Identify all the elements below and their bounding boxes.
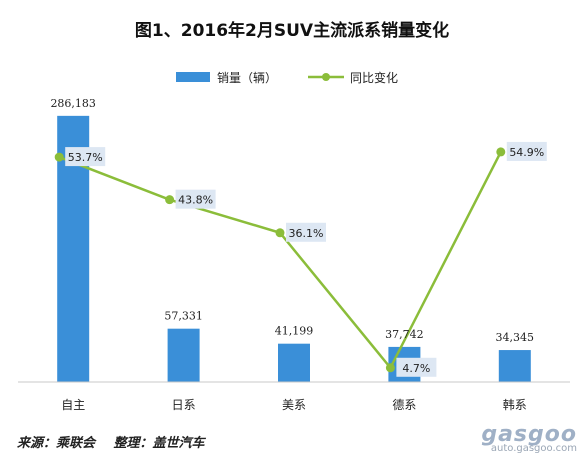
bar-4 bbox=[498, 350, 531, 382]
chart-title: 图1、2016年2月SUV主流派系销量变化 bbox=[135, 20, 449, 41]
line-point-3 bbox=[385, 363, 395, 373]
line-value-label-3: 4.7% bbox=[402, 362, 430, 375]
line-value-label-1: 43.8% bbox=[178, 194, 213, 207]
watermark-url: auto.gasgoo.com bbox=[490, 443, 577, 454]
line-label-box-0 bbox=[65, 147, 106, 167]
watermark: gasgoo auto.gasgoo.com bbox=[481, 422, 577, 454]
bar-value-label-2: 41,199 bbox=[275, 325, 314, 338]
bar-1 bbox=[167, 328, 200, 382]
x-tick-label-0: 自主 bbox=[61, 398, 85, 412]
line-label-box-1 bbox=[175, 189, 216, 209]
line-label-box-4 bbox=[506, 141, 547, 161]
line-value-label-4: 54.9% bbox=[509, 146, 544, 159]
legend-line-label: 同比变化 bbox=[350, 70, 398, 85]
x-tick-label-4: 韩系 bbox=[503, 397, 527, 412]
bar-value-label-3: 37,742 bbox=[385, 328, 424, 341]
x-tick-label-2: 美系 bbox=[282, 398, 306, 412]
x-tick-label-3: 德系 bbox=[392, 397, 416, 412]
legend-bar-swatch bbox=[176, 72, 210, 82]
footer: 来源：乘联会 整理：盖世汽车 bbox=[17, 432, 219, 451]
legend: 销量（辆） 同比变化 bbox=[176, 70, 398, 85]
line-point-4 bbox=[496, 147, 506, 157]
bar-value-label-1: 57,331 bbox=[164, 310, 203, 323]
line-point-1 bbox=[165, 195, 175, 205]
bar-value-label-4: 34,345 bbox=[496, 331, 535, 344]
legend-line-marker bbox=[322, 73, 330, 81]
line-label-box-2 bbox=[286, 222, 326, 242]
legend-bar-label: 销量（辆） bbox=[217, 71, 277, 85]
x-tick-labels: 自主 日系 美系 德系 韩系 bbox=[61, 397, 527, 412]
bar-value-label-0: 286,183 bbox=[50, 97, 96, 110]
data-labels: 286,183 57,331 41,199 37,742 34,345 53.7% 43.8… bbox=[50, 97, 547, 377]
source-note: 来源：乘联会 bbox=[17, 436, 96, 451]
line-series bbox=[54, 147, 506, 373]
line-value-label-2: 36.1% bbox=[289, 227, 324, 240]
line-point-2 bbox=[275, 228, 285, 238]
line-value-label-0: 53.7% bbox=[68, 151, 103, 164]
bar-2 bbox=[278, 343, 310, 382]
x-tick-label-1: 日系 bbox=[172, 398, 196, 412]
compiler-note: 整理：盖世汽车 bbox=[113, 436, 205, 451]
line-label-box-3 bbox=[396, 357, 437, 377]
line-point-0 bbox=[54, 152, 64, 162]
watermark-brand: gasgoo bbox=[481, 422, 577, 447]
